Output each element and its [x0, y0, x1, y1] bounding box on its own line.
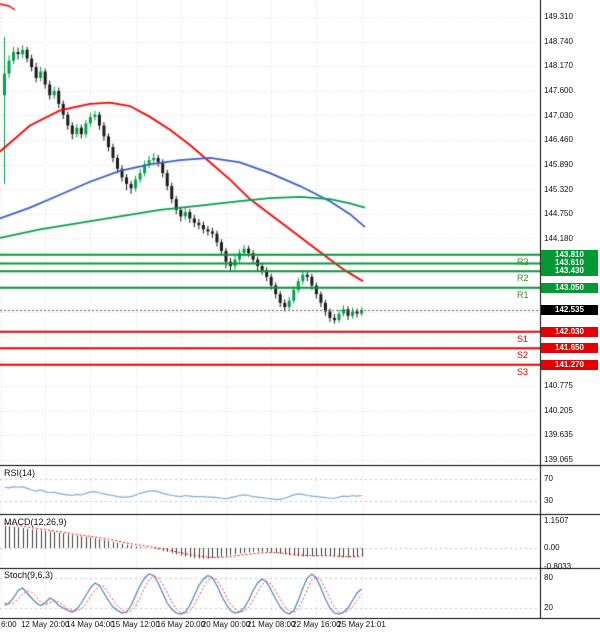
rsi-indicator-title: RSI(14) [4, 468, 36, 478]
stoch-panel[interactable] [0, 569, 540, 618]
stoch-indicator-title: Stoch(9,6,3) [4, 570, 54, 580]
rsi-panel[interactable] [0, 466, 540, 514]
macd-panel[interactable] [0, 515, 540, 568]
macd-indicator-title: MACD(12,26,9) [4, 517, 67, 527]
main-chart-panel[interactable] [0, 0, 540, 465]
